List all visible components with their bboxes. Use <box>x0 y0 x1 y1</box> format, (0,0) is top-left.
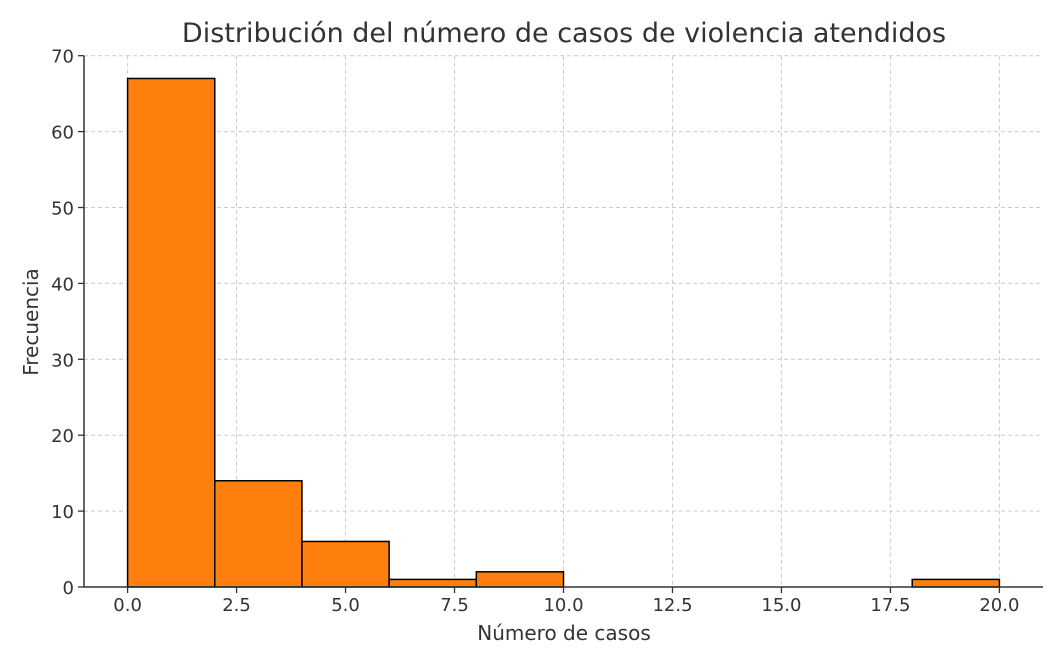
x-tick-label: 10.0 <box>543 595 583 616</box>
x-tick-label: 15.0 <box>761 595 801 616</box>
y-tick-label: 0 <box>63 578 74 599</box>
histogram-bar <box>475 571 565 588</box>
x-tick-label: 0.0 <box>113 595 142 616</box>
histogram-bar <box>301 540 390 588</box>
x-tick-label: 7.5 <box>440 595 469 616</box>
x-tick-label: 12.5 <box>652 595 692 616</box>
chart-title: Distribución del número de casos de viol… <box>182 18 946 49</box>
y-tick-label: 60 <box>51 123 74 144</box>
y-tick-label: 10 <box>51 502 74 523</box>
histogram-bar <box>126 77 216 588</box>
histogram-bar <box>388 578 478 588</box>
y-tick-label: 70 <box>51 47 74 68</box>
x-tick-label: 2.5 <box>222 595 251 616</box>
y-tick-label: 50 <box>51 199 74 220</box>
x-tick-label: 17.5 <box>870 595 910 616</box>
histogram-bar <box>911 578 1001 588</box>
histogram-bar <box>214 479 303 588</box>
y-tick-label: 30 <box>51 350 74 371</box>
x-axis-label: Número de casos <box>477 621 651 645</box>
x-tick-label: 5.0 <box>331 595 360 616</box>
y-axis-label: Frecuencia <box>19 268 43 376</box>
x-tick-label: 20.0 <box>979 595 1019 616</box>
y-tick-label: 20 <box>51 426 74 447</box>
y-tick-label: 40 <box>51 274 74 295</box>
